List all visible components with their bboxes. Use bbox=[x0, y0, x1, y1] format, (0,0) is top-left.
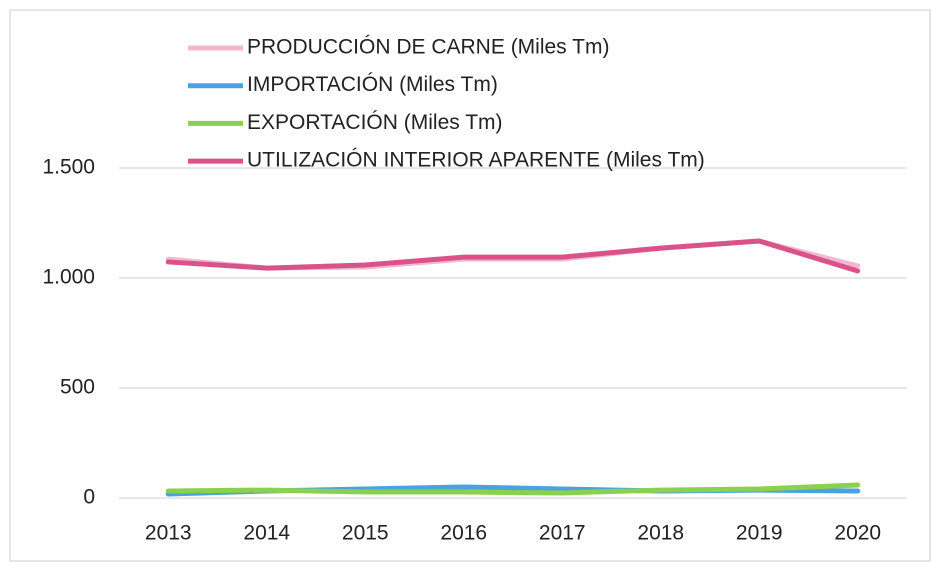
x-tick-label: 2018 bbox=[637, 522, 684, 545]
x-tick-label: 2016 bbox=[440, 522, 487, 545]
legend-label: PRODUCCIÓN DE CARNE (Miles Tm) bbox=[247, 36, 609, 59]
y-tick-label: 1.000 bbox=[42, 266, 95, 289]
x-tick-label: 2013 bbox=[145, 522, 192, 545]
legend-label: EXPORTACIÓN (Miles Tm) bbox=[247, 111, 503, 134]
y-tick-label: 500 bbox=[60, 376, 95, 399]
x-tick-label: 2020 bbox=[834, 522, 881, 545]
x-tick-label: 2015 bbox=[342, 522, 389, 545]
series-line bbox=[165, 482, 861, 496]
series-line bbox=[165, 238, 861, 271]
legend-label: IMPORTACIÓN (Miles Tm) bbox=[247, 73, 498, 96]
y-tick-label: 1.500 bbox=[42, 156, 95, 179]
x-tick-label: 2014 bbox=[243, 522, 290, 545]
legend-label: UTILIZACIÓN INTERIOR APARENTE (Miles Tm) bbox=[247, 149, 705, 172]
y-tick-label: 0 bbox=[83, 486, 95, 509]
x-tick-label: 2019 bbox=[736, 522, 783, 545]
x-tick-label: 2017 bbox=[539, 522, 586, 545]
series-line bbox=[165, 238, 861, 274]
chart-frame bbox=[9, 9, 931, 562]
